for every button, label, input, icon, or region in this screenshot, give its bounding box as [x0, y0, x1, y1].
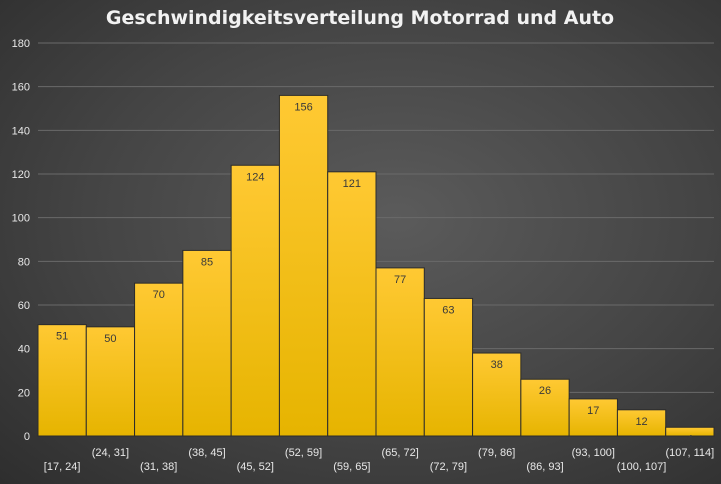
bar: [423, 297, 474, 437]
x-tick-label: (93, 100]: [572, 447, 615, 459]
x-tick-label: (72, 79]: [430, 461, 467, 473]
data-label: 26: [539, 385, 551, 397]
y-tick-label: 80: [18, 256, 30, 268]
data-label: 70: [153, 289, 165, 301]
data-label: 51: [56, 331, 68, 343]
x-tick-label: (86, 93]: [526, 461, 563, 473]
bar: [278, 94, 329, 437]
bar: [85, 326, 136, 437]
data-label: 124: [246, 171, 264, 183]
x-axis-labels: [17, 24] (24, 31] (31, 38] (38, 45] (45, 52]…: [44, 447, 714, 473]
y-tick-label: 100: [12, 213, 30, 225]
data-label: 38: [491, 359, 503, 371]
x-tick-label: [17, 24]: [44, 461, 81, 473]
x-tick-label: (59, 65]: [333, 461, 370, 473]
x-tick-label: (52, 59]: [285, 447, 322, 459]
y-tick-label: 40: [18, 344, 30, 356]
x-tick-label: (45, 52]: [237, 461, 274, 473]
data-label: 12: [635, 416, 647, 428]
data-label: 50: [104, 333, 116, 345]
bars: [37, 94, 715, 437]
y-tick-label: 160: [12, 82, 30, 94]
y-tick-label: 180: [12, 38, 30, 50]
chart-title: Geschwindigkeitsverteilung Motorrad und …: [106, 7, 614, 29]
bar: [230, 164, 280, 437]
data-label: 121: [343, 178, 361, 190]
data-label: 63: [442, 304, 454, 316]
x-tick-label: (31, 38]: [140, 461, 177, 473]
bar: [665, 426, 715, 437]
bar: [134, 282, 184, 437]
x-tick-label: (100, 107]: [617, 461, 667, 473]
bar: [568, 398, 618, 437]
y-axis-ticks: 0 20 40 60 80 100 120 140 160 180: [12, 38, 30, 443]
y-tick-label: 20: [18, 387, 30, 399]
bar: [327, 171, 377, 437]
x-tick-label: (38, 45]: [188, 447, 225, 459]
y-tick-label: 120: [12, 169, 30, 181]
y-tick-label: 0: [24, 431, 30, 443]
x-tick-label: (107, 114]: [665, 447, 714, 459]
bar: [472, 352, 522, 437]
bar: [182, 249, 232, 437]
data-label: 77: [394, 274, 406, 286]
y-tick-label: 140: [12, 125, 30, 137]
x-tick-label: (79, 86]: [478, 447, 515, 459]
bar: [375, 267, 425, 437]
bar: [616, 409, 667, 437]
x-tick-label: (24, 31]: [92, 447, 129, 459]
bar: [520, 378, 570, 437]
data-label: 156: [294, 101, 312, 113]
data-label: 4: [687, 433, 693, 445]
x-tick-label: (65, 72]: [381, 447, 418, 459]
y-tick-label: 60: [18, 300, 30, 312]
data-label: 17: [587, 405, 599, 417]
data-label: 85: [201, 256, 213, 268]
